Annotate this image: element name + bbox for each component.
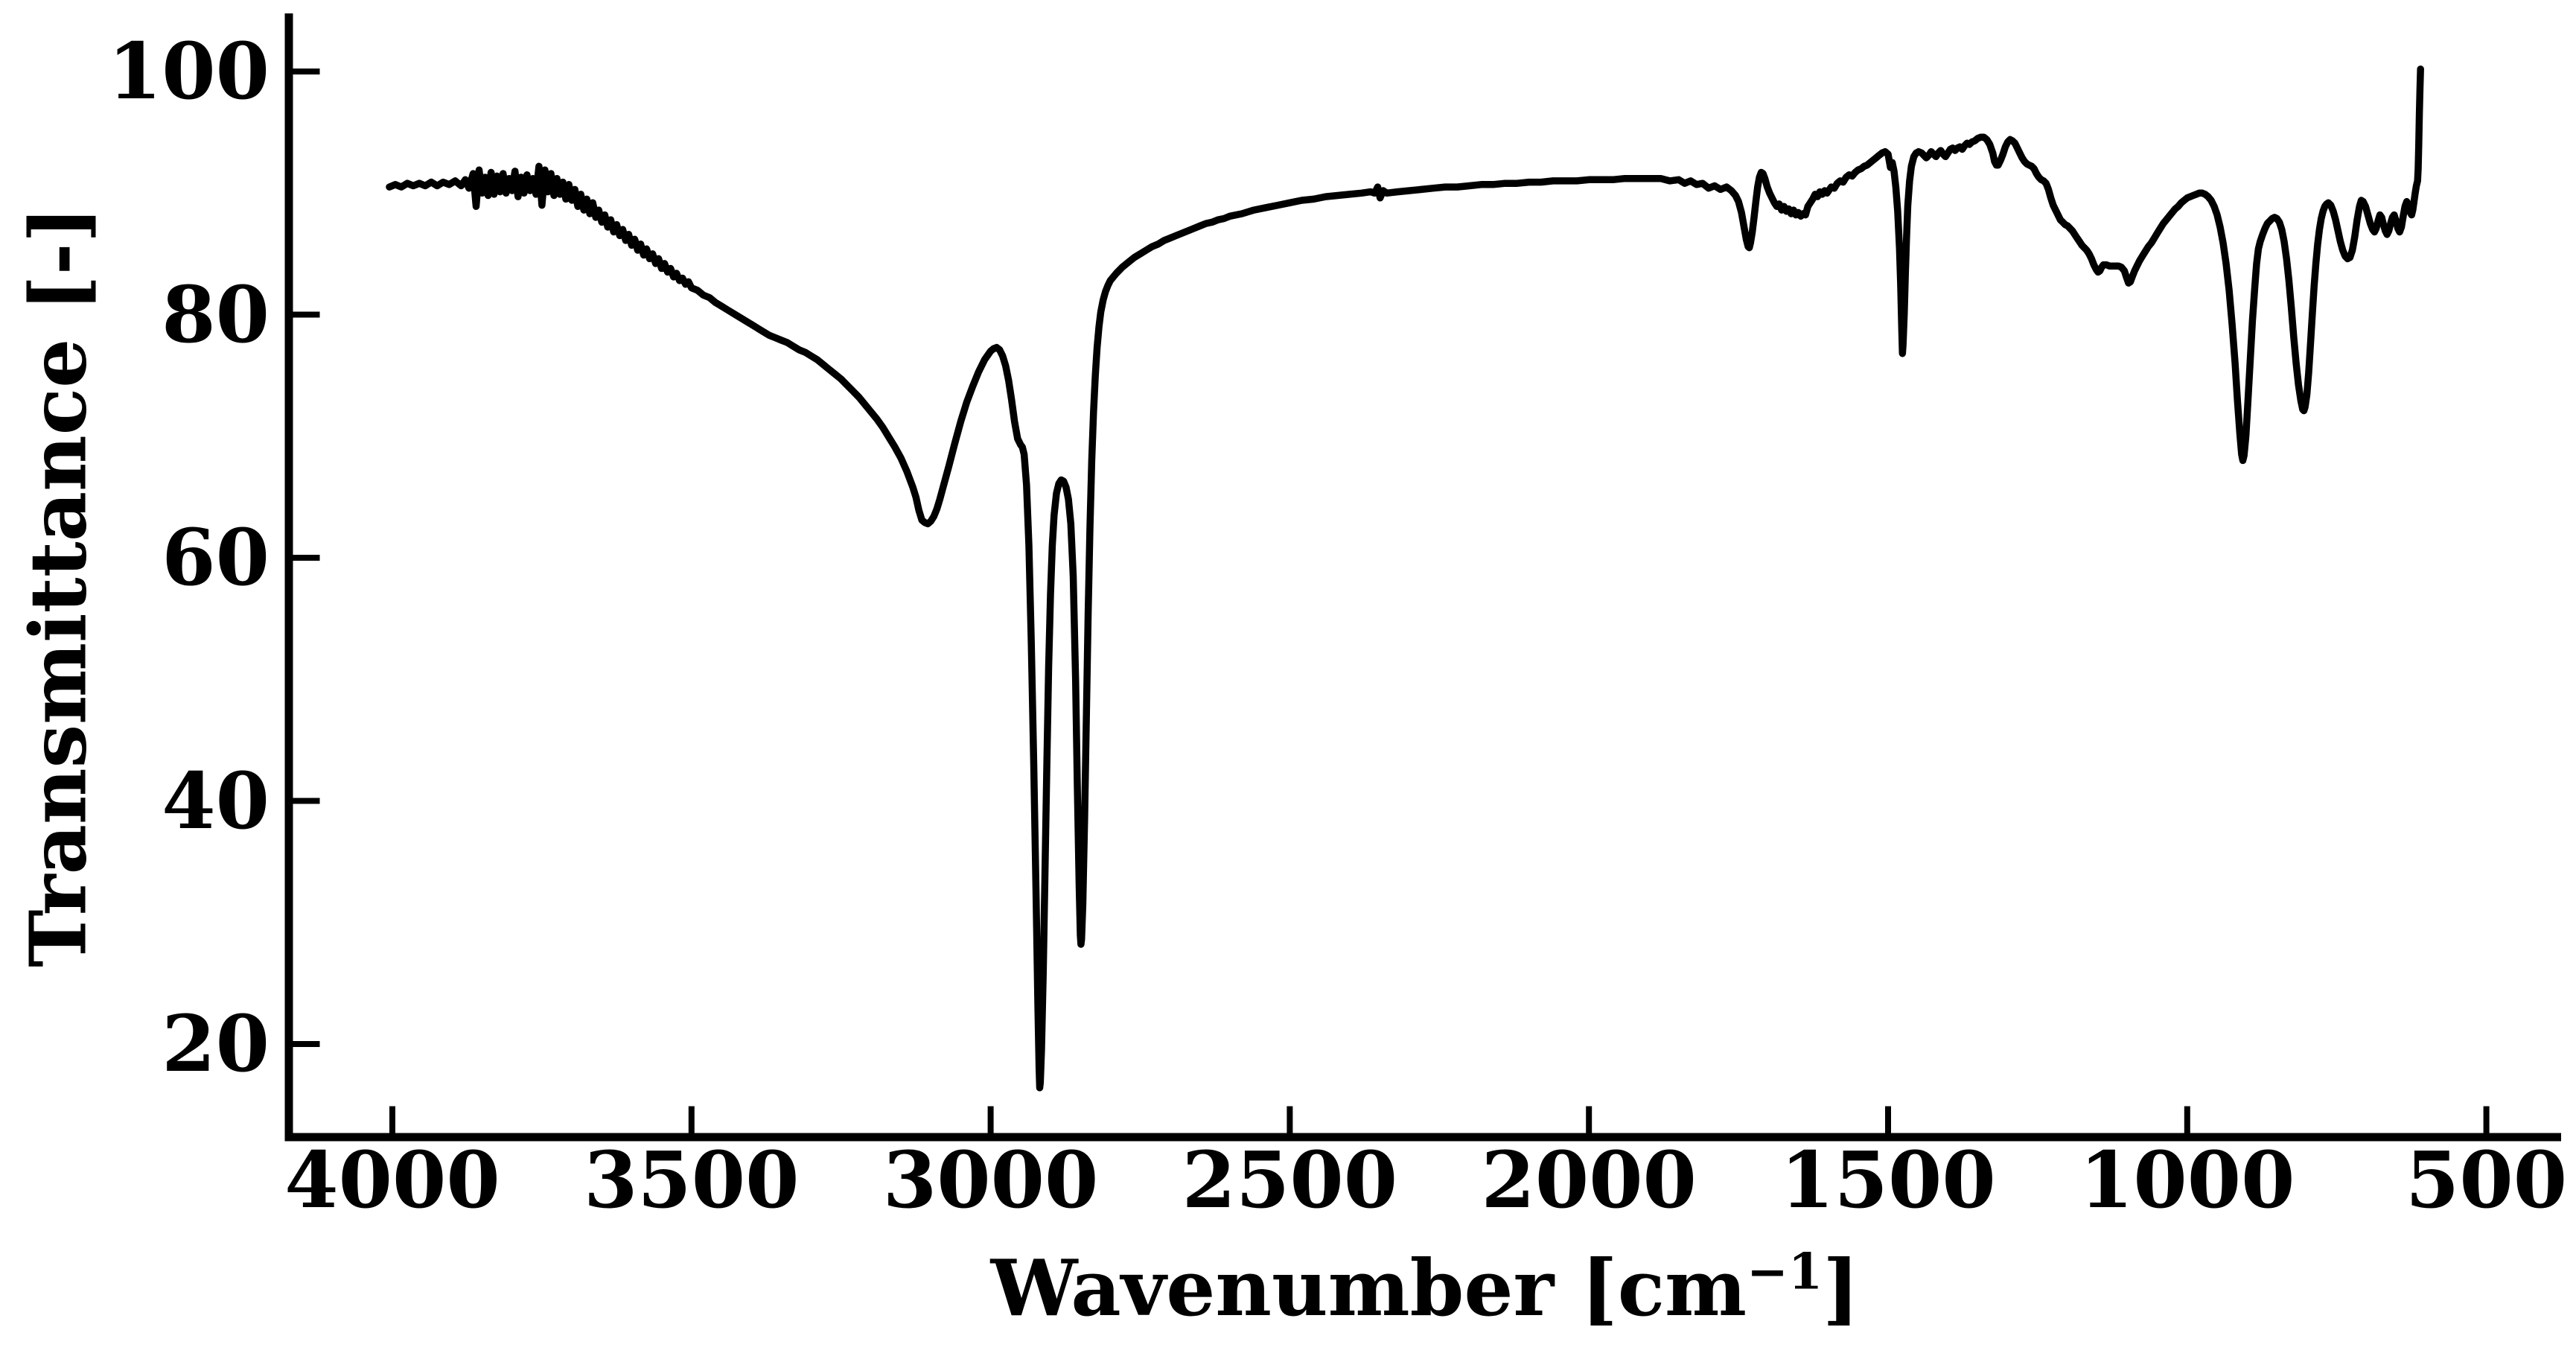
axes [284, 13, 2561, 1142]
x-axis-title-close-bracket: ] [1823, 1242, 1860, 1334]
y-tick-label: 80 [162, 268, 270, 360]
x-tick-label: 2000 [1481, 1134, 1697, 1226]
y-tick-label: 20 [162, 998, 270, 1089]
y-tick-label: 60 [162, 512, 270, 603]
x-tick-label: 3500 [584, 1134, 800, 1226]
x-tick-label: 500 [2406, 1134, 2568, 1226]
x-tick-label: 2500 [1182, 1134, 1398, 1226]
axis-ticks [293, 69, 2490, 1133]
y-tick-label: 40 [162, 754, 270, 847]
spectrum-line [386, 65, 2424, 1092]
x-tick-label: 4000 [284, 1134, 500, 1226]
x-tick-label: 3000 [882, 1134, 1099, 1226]
x-axis-title-superscript: −1 [1747, 1242, 1823, 1301]
x-tick-label: 1500 [1780, 1134, 1996, 1226]
x-axis-title-text: Wavenumber [cm [990, 1242, 1747, 1334]
y-tick-label: 100 [107, 25, 270, 117]
x-tick-label: 1000 [2079, 1134, 2295, 1226]
x-axis-title: Wavenumber [cm−1] [991, 1242, 1860, 1334]
y-axis-title: Transmittance [-] [12, 206, 104, 968]
